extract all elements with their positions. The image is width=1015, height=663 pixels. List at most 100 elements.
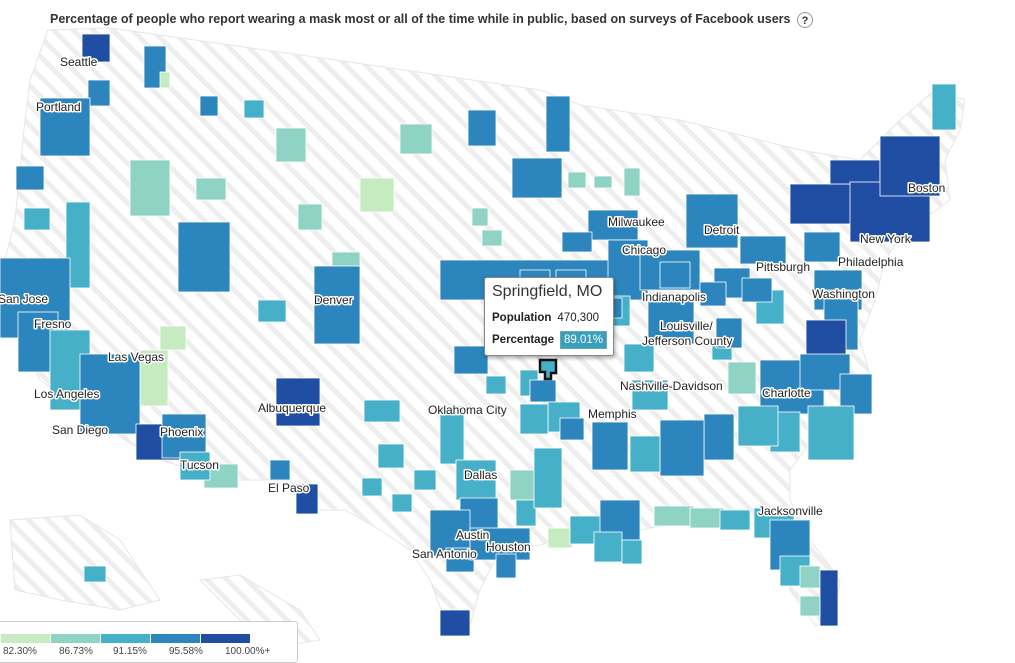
county-region[interactable] xyxy=(819,569,839,627)
county-region[interactable] xyxy=(179,451,211,481)
county-region[interactable] xyxy=(685,193,739,249)
county-region[interactable] xyxy=(377,443,405,469)
county-region[interactable] xyxy=(275,377,321,427)
county-region[interactable] xyxy=(659,261,691,289)
selected-region-springfield-mo[interactable] xyxy=(538,358,558,381)
county-region[interactable] xyxy=(15,165,45,191)
county-region[interactable] xyxy=(83,565,107,583)
county-region[interactable] xyxy=(631,379,669,411)
county-region[interactable] xyxy=(715,317,743,349)
county-region[interactable] xyxy=(803,231,841,263)
county-region[interactable] xyxy=(129,159,171,217)
county-region[interactable] xyxy=(257,299,287,323)
county-region[interactable] xyxy=(529,379,557,403)
county-region[interactable] xyxy=(39,97,91,157)
city-label: Jacksonville xyxy=(758,504,823,518)
county-region[interactable] xyxy=(275,127,307,163)
county-region[interactable] xyxy=(161,413,207,459)
county-region[interactable] xyxy=(79,353,141,435)
county-region[interactable] xyxy=(439,405,465,465)
county-region[interactable] xyxy=(689,507,725,529)
county-region[interactable] xyxy=(519,403,549,435)
county-region[interactable] xyxy=(297,203,323,231)
city-label: El Paso xyxy=(268,481,310,495)
county-region[interactable] xyxy=(359,177,395,213)
county-region[interactable] xyxy=(561,231,593,253)
county-region[interactable] xyxy=(195,177,227,201)
county-region[interactable] xyxy=(703,413,735,461)
tooltip-percentage-row: Percentage 89.01% xyxy=(492,329,613,351)
county-region[interactable] xyxy=(295,483,319,515)
county-region[interactable] xyxy=(439,609,471,637)
county-region[interactable] xyxy=(87,79,111,107)
county-region[interactable] xyxy=(799,595,821,617)
county-regions[interactable] xyxy=(0,33,957,637)
county-region[interactable] xyxy=(159,325,187,351)
county-region[interactable] xyxy=(533,447,563,509)
county-region[interactable] xyxy=(391,493,413,513)
county-region[interactable] xyxy=(495,553,517,579)
city-label: Oklahoma City xyxy=(428,403,507,417)
county-region[interactable] xyxy=(139,349,169,407)
chart-title: Percentage of people who report wearing … xyxy=(50,12,791,26)
county-region[interactable] xyxy=(659,419,705,477)
county-region[interactable] xyxy=(647,299,695,345)
county-region[interactable] xyxy=(177,221,231,293)
county-region[interactable] xyxy=(737,405,779,447)
county-region[interactable] xyxy=(587,209,639,241)
county-region[interactable] xyxy=(485,375,507,395)
county-region[interactable] xyxy=(363,399,401,423)
county-region[interactable] xyxy=(515,499,537,527)
county-region[interactable] xyxy=(467,109,497,147)
legend-swatch xyxy=(151,634,201,643)
county-region[interactable] xyxy=(623,167,641,197)
legend-tick-label: 86.73% xyxy=(59,646,93,657)
county-region[interactable] xyxy=(741,277,773,303)
county-region[interactable] xyxy=(593,531,623,563)
county-region[interactable] xyxy=(23,207,51,231)
county-region[interactable] xyxy=(727,361,757,395)
city-label: Detroit xyxy=(704,223,740,237)
county-region[interactable] xyxy=(829,159,881,185)
county-region[interactable] xyxy=(511,157,563,199)
county-region[interactable] xyxy=(653,505,695,527)
county-region[interactable] xyxy=(453,345,489,375)
county-region[interactable] xyxy=(361,477,383,497)
percentage-value: 89.01% xyxy=(560,331,608,349)
county-region[interactable] xyxy=(629,435,661,473)
county-region[interactable] xyxy=(593,175,613,189)
county-region[interactable] xyxy=(789,183,861,225)
county-region[interactable] xyxy=(413,469,437,491)
county-region[interactable] xyxy=(719,509,751,531)
legend-tick-label: 82.30% xyxy=(3,646,37,657)
county-region[interactable] xyxy=(481,229,503,247)
county-region[interactable] xyxy=(567,171,587,189)
legend-tick-label: 91.15% xyxy=(113,646,147,657)
city-label: Austin xyxy=(456,528,489,542)
county-region[interactable] xyxy=(931,83,957,131)
county-region[interactable] xyxy=(799,565,821,589)
county-region[interactable] xyxy=(199,95,219,117)
county-region[interactable] xyxy=(547,527,573,549)
county-region[interactable] xyxy=(399,123,433,155)
county-region[interactable] xyxy=(807,405,855,461)
county-region[interactable] xyxy=(445,547,475,573)
county-region[interactable] xyxy=(269,459,291,481)
color-legend: 82.30% 86.73% 91.15% 95.58% 100.00%+ xyxy=(0,621,298,663)
county-region[interactable] xyxy=(313,265,361,345)
county-region[interactable] xyxy=(471,207,489,227)
county-region[interactable] xyxy=(739,235,787,265)
county-region[interactable] xyxy=(545,95,571,153)
county-region[interactable] xyxy=(243,99,265,119)
county-region[interactable] xyxy=(699,281,727,307)
county-region[interactable] xyxy=(559,417,585,441)
county-region[interactable] xyxy=(623,343,655,373)
county-region[interactable] xyxy=(621,539,643,565)
county-region[interactable] xyxy=(159,71,171,89)
county-region[interactable] xyxy=(879,135,941,197)
county-region[interactable] xyxy=(455,459,497,501)
county-region[interactable] xyxy=(81,33,111,63)
county-region[interactable] xyxy=(591,421,629,471)
city-label: Fresno xyxy=(34,317,72,331)
help-button[interactable]: ? xyxy=(797,12,813,28)
